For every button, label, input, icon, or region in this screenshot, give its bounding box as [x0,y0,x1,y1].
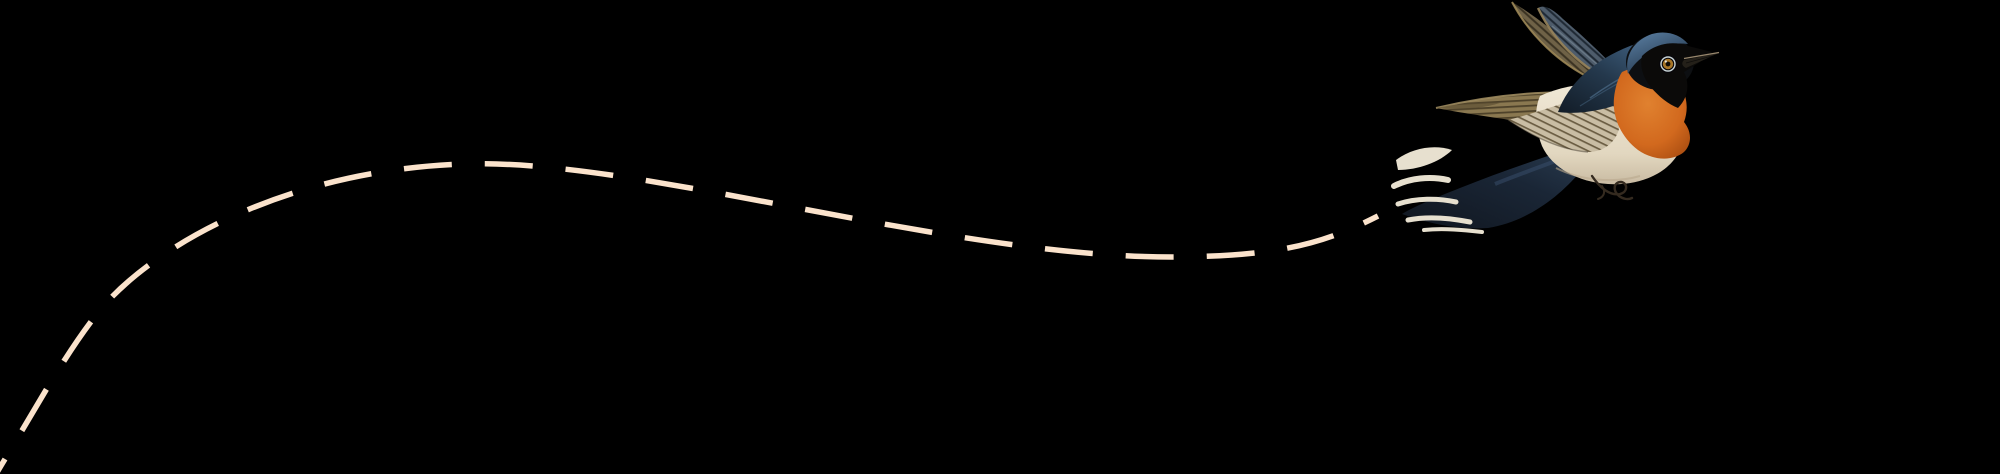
pupil [1665,61,1671,67]
bird-illustration [1391,1,1720,234]
bird-eye [1659,55,1677,73]
head-crown [1627,32,1688,74]
bird-feet [1590,174,1634,201]
tail-tip [1391,175,1451,189]
flight-path-dashed-line [0,161,1380,473]
tail-tip [1395,196,1459,207]
coverts-edge [1507,119,1589,153]
bird-head [1626,32,1720,109]
tail-tip [1396,147,1452,170]
tail-tip [1422,227,1484,234]
bird-wing-raised-back [1511,1,1595,81]
belly-shade-line [1555,167,1641,182]
wing-tip-shade [1436,102,1500,109]
beak-ridge [1683,51,1720,60]
beak-mouth-line [1685,54,1717,64]
wing-leading-edge [1511,1,1595,81]
tail-tip [1405,215,1473,225]
eye-glint [1664,60,1667,63]
beak [1682,51,1720,68]
